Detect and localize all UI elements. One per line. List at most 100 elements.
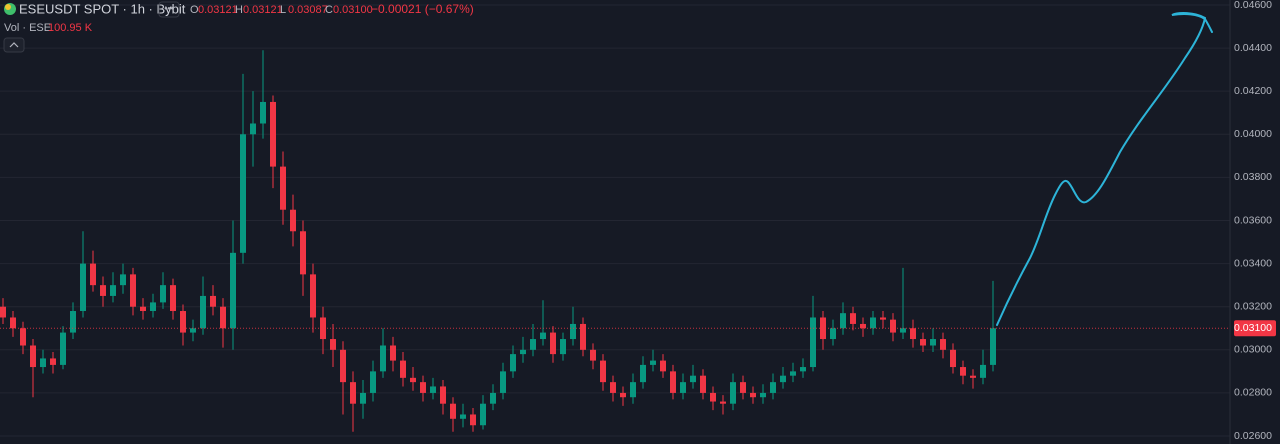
candle-body (430, 386, 436, 393)
symbol: ESEUSDT SPOT · 1h · Bybit (19, 1, 186, 16)
candle-body (10, 317, 16, 329)
y-tick-label: 0.04200 (1234, 85, 1272, 97)
candle-body (870, 317, 876, 329)
candle-body (940, 339, 946, 350)
y-tick-label: 0.03200 (1234, 300, 1272, 312)
candle-body (120, 274, 126, 286)
ohlc-key: L (280, 4, 286, 16)
drawing-arrow[interactable] (996, 12, 1213, 326)
candle-body (970, 375, 976, 378)
candle-body (210, 295, 216, 307)
more-icon: ••• (164, 3, 173, 13)
candle-body (750, 392, 756, 398)
volume-value: 100.95 K (48, 22, 93, 34)
y-tick-label: 0.03400 (1234, 257, 1272, 269)
candle-body (110, 285, 116, 296)
candle-body (520, 349, 526, 355)
candle-body (760, 392, 766, 398)
candle-body (420, 382, 426, 393)
candle-body (510, 354, 516, 372)
candle-body (950, 349, 956, 368)
candle-body (930, 339, 936, 346)
candle-body (550, 332, 556, 355)
candle-body (220, 306, 226, 329)
candle-body (460, 414, 466, 419)
candle-body (290, 209, 296, 232)
candle-body (450, 403, 456, 419)
candle-body (30, 345, 36, 368)
candle-body (0, 306, 6, 318)
candle-body (150, 302, 156, 312)
candle-body (190, 328, 196, 333)
candle-body (620, 392, 626, 398)
y-tick-label: 0.03800 (1234, 171, 1272, 183)
candle-body (170, 285, 176, 312)
ohlc-key: H (235, 4, 243, 16)
candle-body (310, 274, 316, 318)
collapse-button[interactable] (3, 37, 25, 53)
candle-body (700, 375, 706, 393)
y-tick-label: 0.04600 (1234, 0, 1272, 11)
y-tick-label: 0.02600 (1234, 430, 1272, 442)
candle-body (470, 414, 476, 426)
candle-body (730, 382, 736, 404)
y-tick-label: 0.04000 (1234, 128, 1272, 140)
candle-body (680, 382, 686, 393)
more-button[interactable] (158, 1, 180, 18)
candle-body (350, 382, 356, 404)
candle-body (990, 328, 996, 365)
candle-body (650, 360, 656, 365)
symbol-logo-dot (5, 4, 11, 10)
candle-body (270, 101, 276, 167)
candle-body (340, 349, 346, 383)
candle-body (440, 386, 446, 404)
candle-body (860, 323, 866, 329)
candle-body (280, 166, 286, 210)
candle-body (50, 358, 56, 365)
ohlc-value: 0.03100 (333, 4, 373, 16)
candle-body (900, 328, 906, 333)
y-tick-label: 0.04400 (1234, 42, 1272, 54)
candle-body (670, 371, 676, 393)
candle-body (230, 252, 236, 329)
candle-body (400, 360, 406, 378)
candle-body (360, 392, 366, 404)
candle-body (910, 328, 916, 340)
candle-body (810, 317, 816, 368)
change: −0.00021 (−0.67%) (371, 2, 474, 16)
candle-body (300, 231, 306, 275)
candle-body (380, 345, 386, 372)
candle-body (390, 345, 396, 361)
candle-body (260, 101, 266, 124)
price-label: 0.03100 (1234, 322, 1272, 334)
candle-body (480, 403, 486, 426)
candle-body (770, 382, 776, 393)
candle-body (850, 313, 856, 324)
volume-label: Vol · ESE (4, 22, 51, 34)
candle-body (960, 367, 966, 376)
candle-body (540, 332, 546, 340)
candle-body (410, 377, 416, 383)
ohlc-key: C (325, 4, 333, 16)
price-axis: 0.02600 0.02800 0.03000 0.03200 0.03400 0.036… (1234, 0, 1276, 442)
ohlc-value: 0.03121 (198, 4, 238, 16)
candle-body (500, 371, 506, 393)
candle-body (40, 358, 46, 368)
candle-body (830, 328, 836, 340)
candle-body (980, 364, 986, 378)
candle-body (640, 364, 646, 383)
candle-body (530, 339, 536, 350)
candle-body (330, 339, 336, 350)
candle-body (100, 285, 106, 296)
candle-body (490, 392, 496, 404)
candle-body (840, 313, 846, 329)
candle-body (250, 123, 256, 135)
candle-body (240, 134, 246, 253)
price-label-box (1234, 320, 1276, 337)
candle-body (690, 375, 696, 383)
candle-body (20, 328, 26, 346)
